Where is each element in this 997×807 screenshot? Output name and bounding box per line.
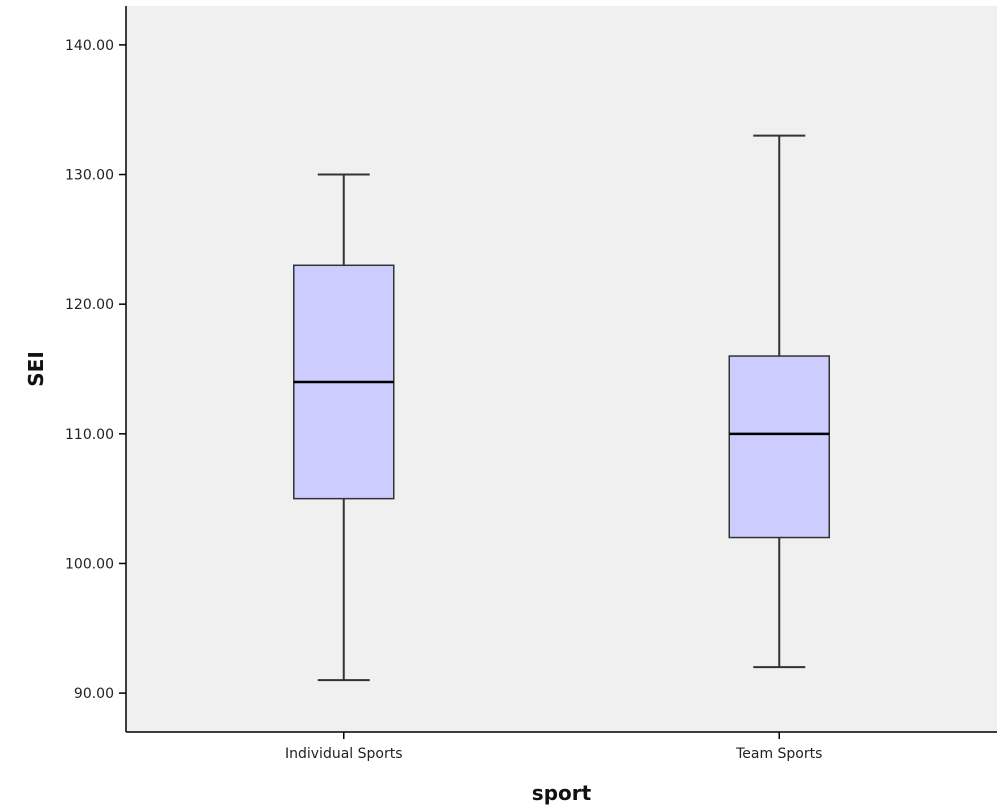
- y-tick-label: 130.00: [65, 168, 114, 184]
- y-tick-label: 110.00: [65, 427, 114, 443]
- x-tick-label: Team Sports: [735, 746, 822, 762]
- y-tick-label: 140.00: [65, 38, 114, 54]
- iqr-box: [728, 355, 830, 539]
- y-tick-label: 100.00: [65, 556, 114, 572]
- plot-area: [126, 6, 997, 732]
- boxes: [293, 134, 830, 682]
- x-tick-label: Individual Sports: [285, 746, 403, 762]
- x-axis-title: sport: [532, 781, 592, 805]
- y-tick-label: 120.00: [65, 297, 114, 313]
- y-tick-label: 90.00: [74, 686, 114, 702]
- box-individual-sports: [293, 173, 395, 682]
- y-axis-title: SEI: [24, 351, 48, 387]
- y-axis: 90.00 100.00 110.00 120.00 130.00 140.00: [65, 6, 127, 732]
- x-axis: Individual Sports Team Sports: [126, 731, 997, 762]
- box-team-sports: [728, 134, 830, 669]
